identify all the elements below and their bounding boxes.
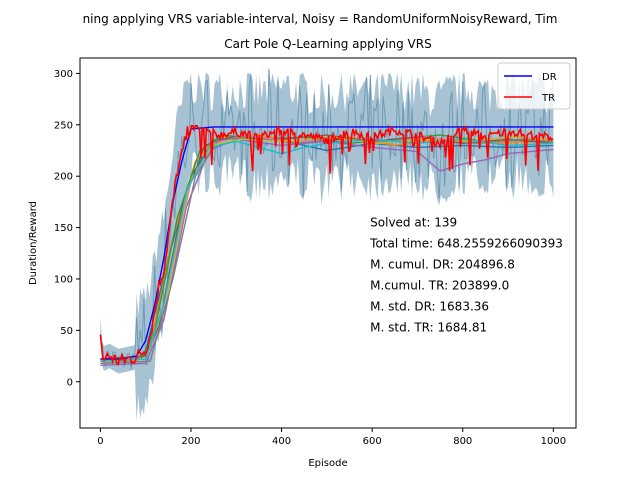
x-tick-label-0: 0 bbox=[97, 436, 103, 447]
noisy-reward-trace bbox=[100, 68, 554, 370]
y-tick-label-1: 50 bbox=[60, 326, 73, 337]
x-tick-label-5: 1000 bbox=[541, 436, 566, 447]
x-axis: 0 200 400 600 800 1000 bbox=[97, 428, 566, 447]
series-line-tr bbox=[99, 124, 554, 367]
x-axis-label: Episode bbox=[308, 458, 347, 469]
annotation-line-4: M. std. DR: 1683.36 bbox=[370, 299, 489, 313]
legend-label-tr: TR bbox=[541, 93, 555, 104]
annotation-line-3: M.cumul. TR: 203899.0 bbox=[370, 278, 509, 292]
x-tick-label-1: 200 bbox=[181, 436, 200, 447]
legend: DR TR bbox=[497, 62, 571, 110]
annotation-line-5: M. std. TR: 1684.81 bbox=[370, 320, 487, 334]
y-tick-label-4: 200 bbox=[54, 172, 73, 183]
stats-annotation: Solved at: 139 Total time: 648.2559266090… bbox=[369, 215, 563, 334]
y-tick-label-5: 250 bbox=[54, 120, 73, 131]
y-tick-label-2: 100 bbox=[54, 274, 73, 285]
y-tick-label-6: 300 bbox=[54, 69, 73, 80]
x-tick-label-4: 800 bbox=[453, 436, 472, 447]
chart-subtitle: Cart Pole Q-Learning applying VRS bbox=[224, 37, 431, 51]
legend-label-dr: DR bbox=[542, 72, 557, 83]
y-axis-label: Duration/Reward bbox=[28, 201, 39, 285]
variance-band-layer bbox=[100, 68, 554, 422]
y-axis: 0 50 100 150 200 250 300 bbox=[54, 69, 80, 388]
annotation-line-2: M. cumul. DR: 204896.8 bbox=[370, 257, 515, 271]
x-tick-label-3: 600 bbox=[363, 436, 382, 447]
y-tick-label-0: 0 bbox=[67, 377, 73, 388]
variance-band bbox=[100, 73, 554, 422]
y-tick-label-3: 150 bbox=[54, 223, 73, 234]
annotation-line-1: Total time: 648.2559266090393 bbox=[369, 236, 563, 250]
legend-box bbox=[497, 62, 571, 110]
annotation-line-0: Solved at: 139 bbox=[370, 215, 457, 229]
series-layer bbox=[99, 124, 554, 367]
series-line-run-9 bbox=[100, 138, 554, 362]
plot-frame bbox=[79, 57, 577, 429]
x-tick-label-2: 400 bbox=[272, 436, 291, 447]
series-line-run-8 bbox=[100, 136, 554, 362]
chart-title: ning applying VRS variable-interval, Noi… bbox=[83, 12, 558, 26]
